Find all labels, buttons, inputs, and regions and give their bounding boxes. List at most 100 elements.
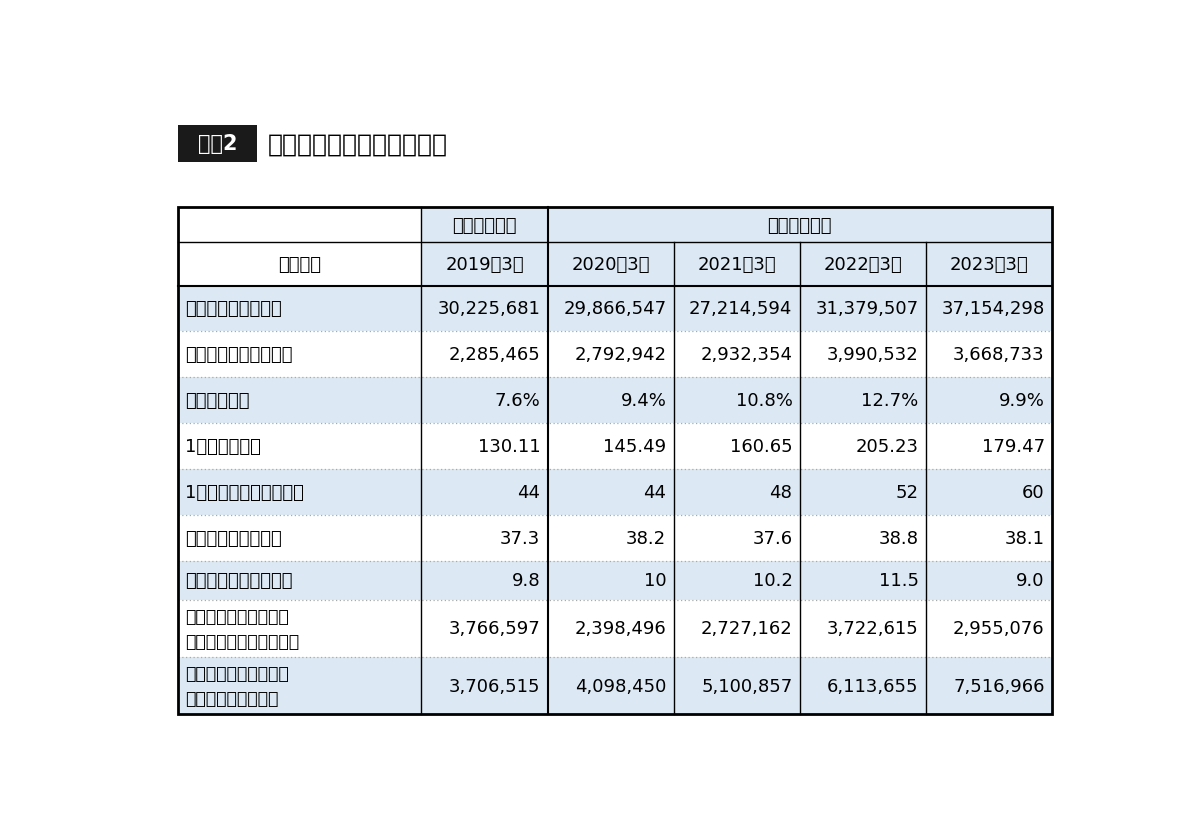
Text: 27,214,594: 27,214,594 <box>689 300 792 318</box>
Bar <box>800 599 926 657</box>
Bar <box>421 243 547 286</box>
Text: 9.9%: 9.9% <box>998 392 1045 410</box>
Text: 9.8: 9.8 <box>511 571 540 590</box>
Bar <box>673 424 800 469</box>
Text: 2023年3月: 2023年3月 <box>949 256 1028 273</box>
Text: 179.47: 179.47 <box>982 438 1045 456</box>
Text: 3,990,532: 3,990,532 <box>827 346 918 364</box>
Text: 3,706,515: 3,706,515 <box>449 677 540 695</box>
Bar <box>178 126 257 162</box>
Text: 44: 44 <box>517 484 540 502</box>
Bar <box>673 378 800 424</box>
Bar <box>178 378 421 424</box>
Text: 31,379,507: 31,379,507 <box>816 300 918 318</box>
Text: 48: 48 <box>769 484 792 502</box>
Text: 2,955,076: 2,955,076 <box>953 619 1045 638</box>
Text: 3,766,597: 3,766,597 <box>449 619 540 638</box>
Bar <box>547 561 673 599</box>
Text: 205.23: 205.23 <box>856 438 918 456</box>
Text: トヨタ自動車の経営指標等: トヨタ自動車の経営指標等 <box>268 132 448 156</box>
Text: 図表2: 図表2 <box>198 134 238 154</box>
Bar <box>547 243 673 286</box>
Text: 37.3: 37.3 <box>500 530 540 547</box>
Bar <box>800 286 926 332</box>
Text: 38.1: 38.1 <box>1004 530 1045 547</box>
Text: 38.2: 38.2 <box>626 530 666 547</box>
Bar <box>673 561 800 599</box>
Bar <box>547 657 673 715</box>
Text: 2,398,496: 2,398,496 <box>575 619 666 638</box>
Text: 利益率（％）: 利益率（％） <box>185 392 250 410</box>
Text: 6,113,655: 6,113,655 <box>827 677 918 695</box>
Text: 2019年3月: 2019年3月 <box>445 256 524 273</box>
Text: 米国会計基準: 米国会計基準 <box>452 216 517 234</box>
Bar <box>926 286 1052 332</box>
Text: 自己資本利益率（％）: 自己資本利益率（％） <box>185 571 293 590</box>
Bar <box>178 516 421 561</box>
Bar <box>800 243 926 286</box>
Bar <box>800 424 926 469</box>
Text: 現金及び現金同等物の: 現金及び現金同等物の <box>185 664 289 682</box>
Bar <box>800 516 926 561</box>
Text: 4,098,450: 4,098,450 <box>575 677 666 695</box>
Bar <box>178 332 421 378</box>
Text: 10.8%: 10.8% <box>736 392 792 410</box>
Bar <box>926 599 1052 657</box>
Text: 2,285,465: 2,285,465 <box>449 346 540 364</box>
Bar <box>421 469 547 516</box>
Bar <box>926 424 1052 469</box>
Text: 営業活動によるキャッ: 営業活動によるキャッ <box>185 607 289 625</box>
Bar <box>800 561 926 599</box>
Text: 160.65: 160.65 <box>730 438 792 456</box>
Bar <box>421 378 547 424</box>
Bar <box>926 561 1052 599</box>
Bar <box>421 516 547 561</box>
Bar <box>547 286 673 332</box>
Bar <box>547 599 673 657</box>
Text: 9.4%: 9.4% <box>620 392 666 410</box>
Bar <box>421 208 547 243</box>
Text: 2021年3月: 2021年3月 <box>697 256 776 273</box>
Text: 税引前利益（百万円）: 税引前利益（百万円） <box>185 346 293 364</box>
Text: 145.49: 145.49 <box>604 438 666 456</box>
Bar <box>800 469 926 516</box>
Text: 2,792,942: 2,792,942 <box>575 346 666 364</box>
Bar <box>926 378 1052 424</box>
Bar <box>421 561 547 599</box>
Text: 7.6%: 7.6% <box>494 392 540 410</box>
Text: 営業収益（百万円）: 営業収益（百万円） <box>185 300 282 318</box>
Text: 37.6: 37.6 <box>752 530 792 547</box>
Bar <box>926 657 1052 715</box>
Text: 60: 60 <box>1022 484 1045 502</box>
Bar <box>673 516 800 561</box>
Bar <box>178 243 421 286</box>
Bar <box>673 286 800 332</box>
Text: 10: 10 <box>643 571 666 590</box>
Bar <box>178 599 421 657</box>
Bar <box>547 208 1052 243</box>
Bar <box>673 243 800 286</box>
Bar <box>421 657 547 715</box>
Bar <box>673 332 800 378</box>
Bar <box>547 469 673 516</box>
Bar <box>926 243 1052 286</box>
Bar <box>178 208 421 243</box>
Text: 52: 52 <box>895 484 918 502</box>
Bar <box>673 469 800 516</box>
Text: 12.7%: 12.7% <box>862 392 918 410</box>
Text: 決算年月: 決算年月 <box>278 256 322 273</box>
Text: 2022年3月: 2022年3月 <box>823 256 902 273</box>
Bar <box>421 286 547 332</box>
Bar <box>926 332 1052 378</box>
Bar <box>178 561 421 599</box>
Bar <box>547 516 673 561</box>
Text: 130.11: 130.11 <box>478 438 540 456</box>
Bar <box>800 378 926 424</box>
Text: 2020年3月: 2020年3月 <box>571 256 650 273</box>
Bar <box>547 424 673 469</box>
Bar <box>178 657 421 715</box>
Text: 30,225,681: 30,225,681 <box>437 300 540 318</box>
Text: 11.5: 11.5 <box>878 571 918 590</box>
Text: シュ・フロー（百万円）: シュ・フロー（百万円） <box>185 632 300 650</box>
Bar <box>178 208 1052 715</box>
